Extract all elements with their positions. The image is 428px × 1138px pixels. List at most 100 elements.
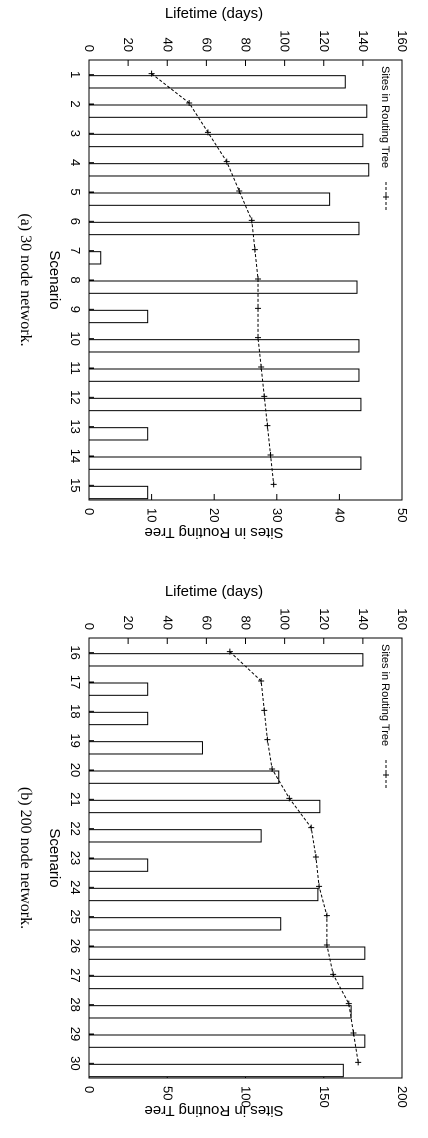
bar	[88, 711, 149, 726]
series-point	[308, 824, 315, 831]
y-tick-label: 20	[121, 38, 136, 52]
bar	[88, 741, 203, 755]
y2-tick-label: 30	[270, 508, 285, 522]
y2-tick-label: 100	[239, 1086, 254, 1108]
series-point	[186, 100, 193, 106]
bar	[88, 1034, 366, 1048]
series-point	[248, 217, 255, 224]
series-point	[261, 707, 268, 714]
bar	[88, 192, 331, 206]
x-tick-label: 12	[68, 390, 83, 404]
chart-a: Lifetime (days) Sites in Routing Tree Sc…	[17, 5, 410, 541]
y2-axis-label: Sites in Routing Tree	[144, 1102, 283, 1118]
bar	[88, 368, 360, 382]
y-tick-label: 100	[278, 30, 293, 52]
legend-marker	[383, 772, 389, 778]
bar	[88, 682, 149, 696]
series-point	[255, 276, 262, 282]
y2-tick-label: 150	[317, 1086, 332, 1108]
x-tick-label: 10	[68, 331, 83, 345]
bar	[88, 309, 149, 324]
bar	[88, 163, 370, 177]
series-point	[350, 1030, 357, 1036]
y-axis-label: Lifetime (days)	[165, 583, 263, 600]
x-tick-label: 23	[68, 851, 83, 865]
x-axis-label: Scenario	[46, 250, 63, 309]
x-tick-label: 29	[68, 1027, 83, 1041]
y2-tick-label: 20	[207, 508, 222, 522]
x-tick-label: 8	[68, 276, 83, 283]
bar	[88, 456, 362, 470]
bar	[88, 485, 149, 500]
y2-tick-label: 0	[82, 1086, 97, 1093]
bar	[88, 799, 321, 814]
y-tick-label: 0	[82, 45, 97, 52]
series-point	[323, 912, 330, 919]
caption: (b) 200 node network.	[17, 787, 34, 929]
x-tick-label: 17	[68, 675, 83, 689]
series-point	[345, 1000, 352, 1007]
y2-axis-label: Sites in Routing Tree	[144, 524, 283, 540]
y-tick-label: 100	[278, 608, 293, 630]
x-tick-label: 18	[68, 704, 83, 718]
bar	[88, 280, 358, 294]
y-tick-label: 20	[121, 616, 136, 630]
y-tick-label: 60	[199, 616, 214, 630]
y-tick-label: 120	[317, 608, 332, 630]
series-point	[148, 70, 155, 77]
chart-b: Lifetime (days) Sites in Routing Tree Sc…	[17, 583, 410, 1119]
x-tick-label: 3	[68, 130, 83, 137]
x-tick-label: 22	[68, 821, 83, 835]
series-point	[269, 766, 276, 772]
bar	[88, 975, 364, 990]
x-tick-label: 5	[68, 188, 83, 195]
x-tick-label: 25	[68, 909, 83, 923]
x-tick-label: 19	[68, 733, 83, 747]
x-tick-label: 9	[68, 306, 83, 313]
bar	[88, 829, 262, 843]
bar	[88, 104, 368, 118]
series-point	[255, 334, 262, 341]
y2-tick-label: 50	[395, 508, 410, 522]
x-tick-label: 14	[68, 449, 83, 463]
x-tick-label: 16	[68, 645, 83, 659]
series-point	[316, 883, 323, 890]
series-point	[323, 942, 330, 948]
bar	[88, 1063, 344, 1078]
series-point	[267, 452, 274, 458]
series-point	[330, 971, 337, 978]
legend-label: Sites in Routing Tree	[379, 644, 391, 746]
y-tick-label: 40	[160, 38, 175, 52]
series-point	[223, 158, 230, 165]
y-axis-label: Lifetime (days)	[165, 5, 263, 22]
series-point	[258, 678, 265, 684]
x-tick-label: 4	[68, 159, 83, 166]
series-point	[264, 422, 271, 429]
bar	[88, 251, 102, 265]
y2-tick-label: 40	[332, 508, 347, 522]
y-tick-label: 140	[356, 608, 371, 630]
y-tick-label: 80	[239, 616, 254, 630]
x-axis-label: Scenario	[46, 828, 63, 887]
y-tick-label: 0	[82, 623, 97, 630]
y-tick-label: 160	[395, 608, 410, 630]
y2-tick-label: 10	[145, 508, 160, 522]
bar	[88, 653, 364, 667]
bar	[88, 133, 364, 148]
bar	[88, 397, 362, 412]
legend-marker	[383, 194, 389, 200]
chart-a-rotated: Lifetime (days) Sites in Routing Tree Sc…	[14, 0, 414, 541]
bar	[88, 770, 280, 784]
series-point	[355, 1059, 362, 1066]
x-tick-label: 27	[68, 968, 83, 982]
bar	[88, 75, 346, 89]
series-point	[204, 129, 211, 136]
bar	[88, 858, 149, 872]
x-tick-label: 28	[68, 997, 83, 1011]
y-tick-label: 120	[317, 30, 332, 52]
x-tick-label: 24	[68, 880, 83, 894]
bar	[88, 221, 360, 236]
y-tick-label: 160	[395, 30, 410, 52]
series-point	[270, 481, 277, 488]
